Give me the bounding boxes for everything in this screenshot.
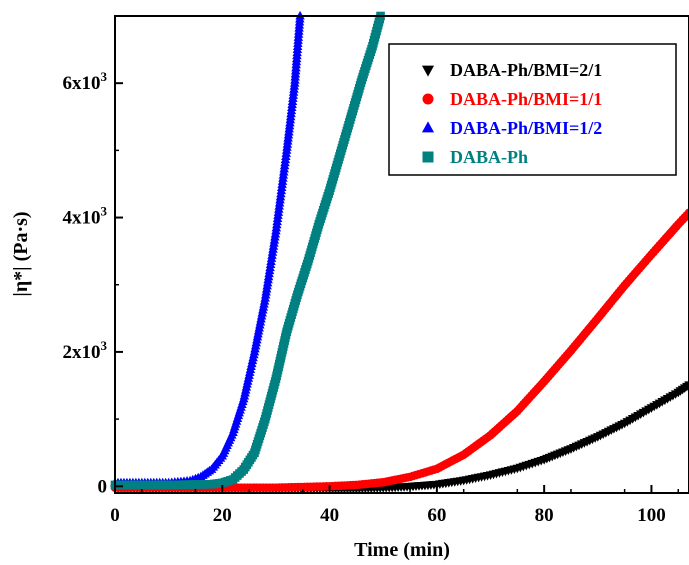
x-axis: 0 20 40 60 80 100 xyxy=(110,485,680,526)
legend-item: DABA-Ph/BMI=1/1 xyxy=(422,89,602,109)
series-3 xyxy=(110,10,305,487)
y-tick-label: 2x103 xyxy=(63,338,108,363)
legend-label: DABA-Ph/BMI=1/1 xyxy=(450,89,602,109)
y-tick-label: 6x103 xyxy=(63,69,108,94)
data-point xyxy=(684,381,689,390)
x-tick-label: 20 xyxy=(213,505,232,526)
x-axis-title: Time (min) xyxy=(354,539,450,561)
legend-label: DABA-Ph/BMI=2/1 xyxy=(450,60,602,80)
plot-frame xyxy=(114,15,689,494)
legend-marker xyxy=(421,121,435,133)
series-4 xyxy=(110,11,385,490)
x-tick-label: 40 xyxy=(320,505,339,526)
y-tick-label: 4x103 xyxy=(63,204,108,229)
y-tick-label: 0 xyxy=(98,476,108,497)
x-tick-label: 60 xyxy=(427,505,446,526)
legend-item: DABA-Ph xyxy=(422,147,528,167)
legend-item: DABA-Ph/BMI=1/2 xyxy=(421,118,602,138)
y-axis: 0 2x103 4x103 6x103 xyxy=(63,69,123,497)
series-2 xyxy=(110,208,689,492)
y-axis-title: |η*| (Pa·s) xyxy=(10,211,32,296)
legend-box xyxy=(388,43,677,176)
legend-marker xyxy=(422,93,434,105)
x-tick-label: 80 xyxy=(535,505,554,526)
legend-marker xyxy=(422,151,434,163)
x-tick-label: 0 xyxy=(110,505,120,526)
legend-label: DABA-Ph xyxy=(450,147,528,167)
data-point xyxy=(684,208,689,218)
legend-item: DABA-Ph/BMI=2/1 xyxy=(421,60,602,80)
legend-marker xyxy=(421,65,435,77)
legend-label: DABA-Ph/BMI=1/2 xyxy=(450,118,602,138)
legend: DABA-Ph/BMI=2/1 DABA-Ph/BMI=1/1 DABA-Ph/BM… xyxy=(388,43,677,176)
x-tick-label: 100 xyxy=(637,505,666,526)
